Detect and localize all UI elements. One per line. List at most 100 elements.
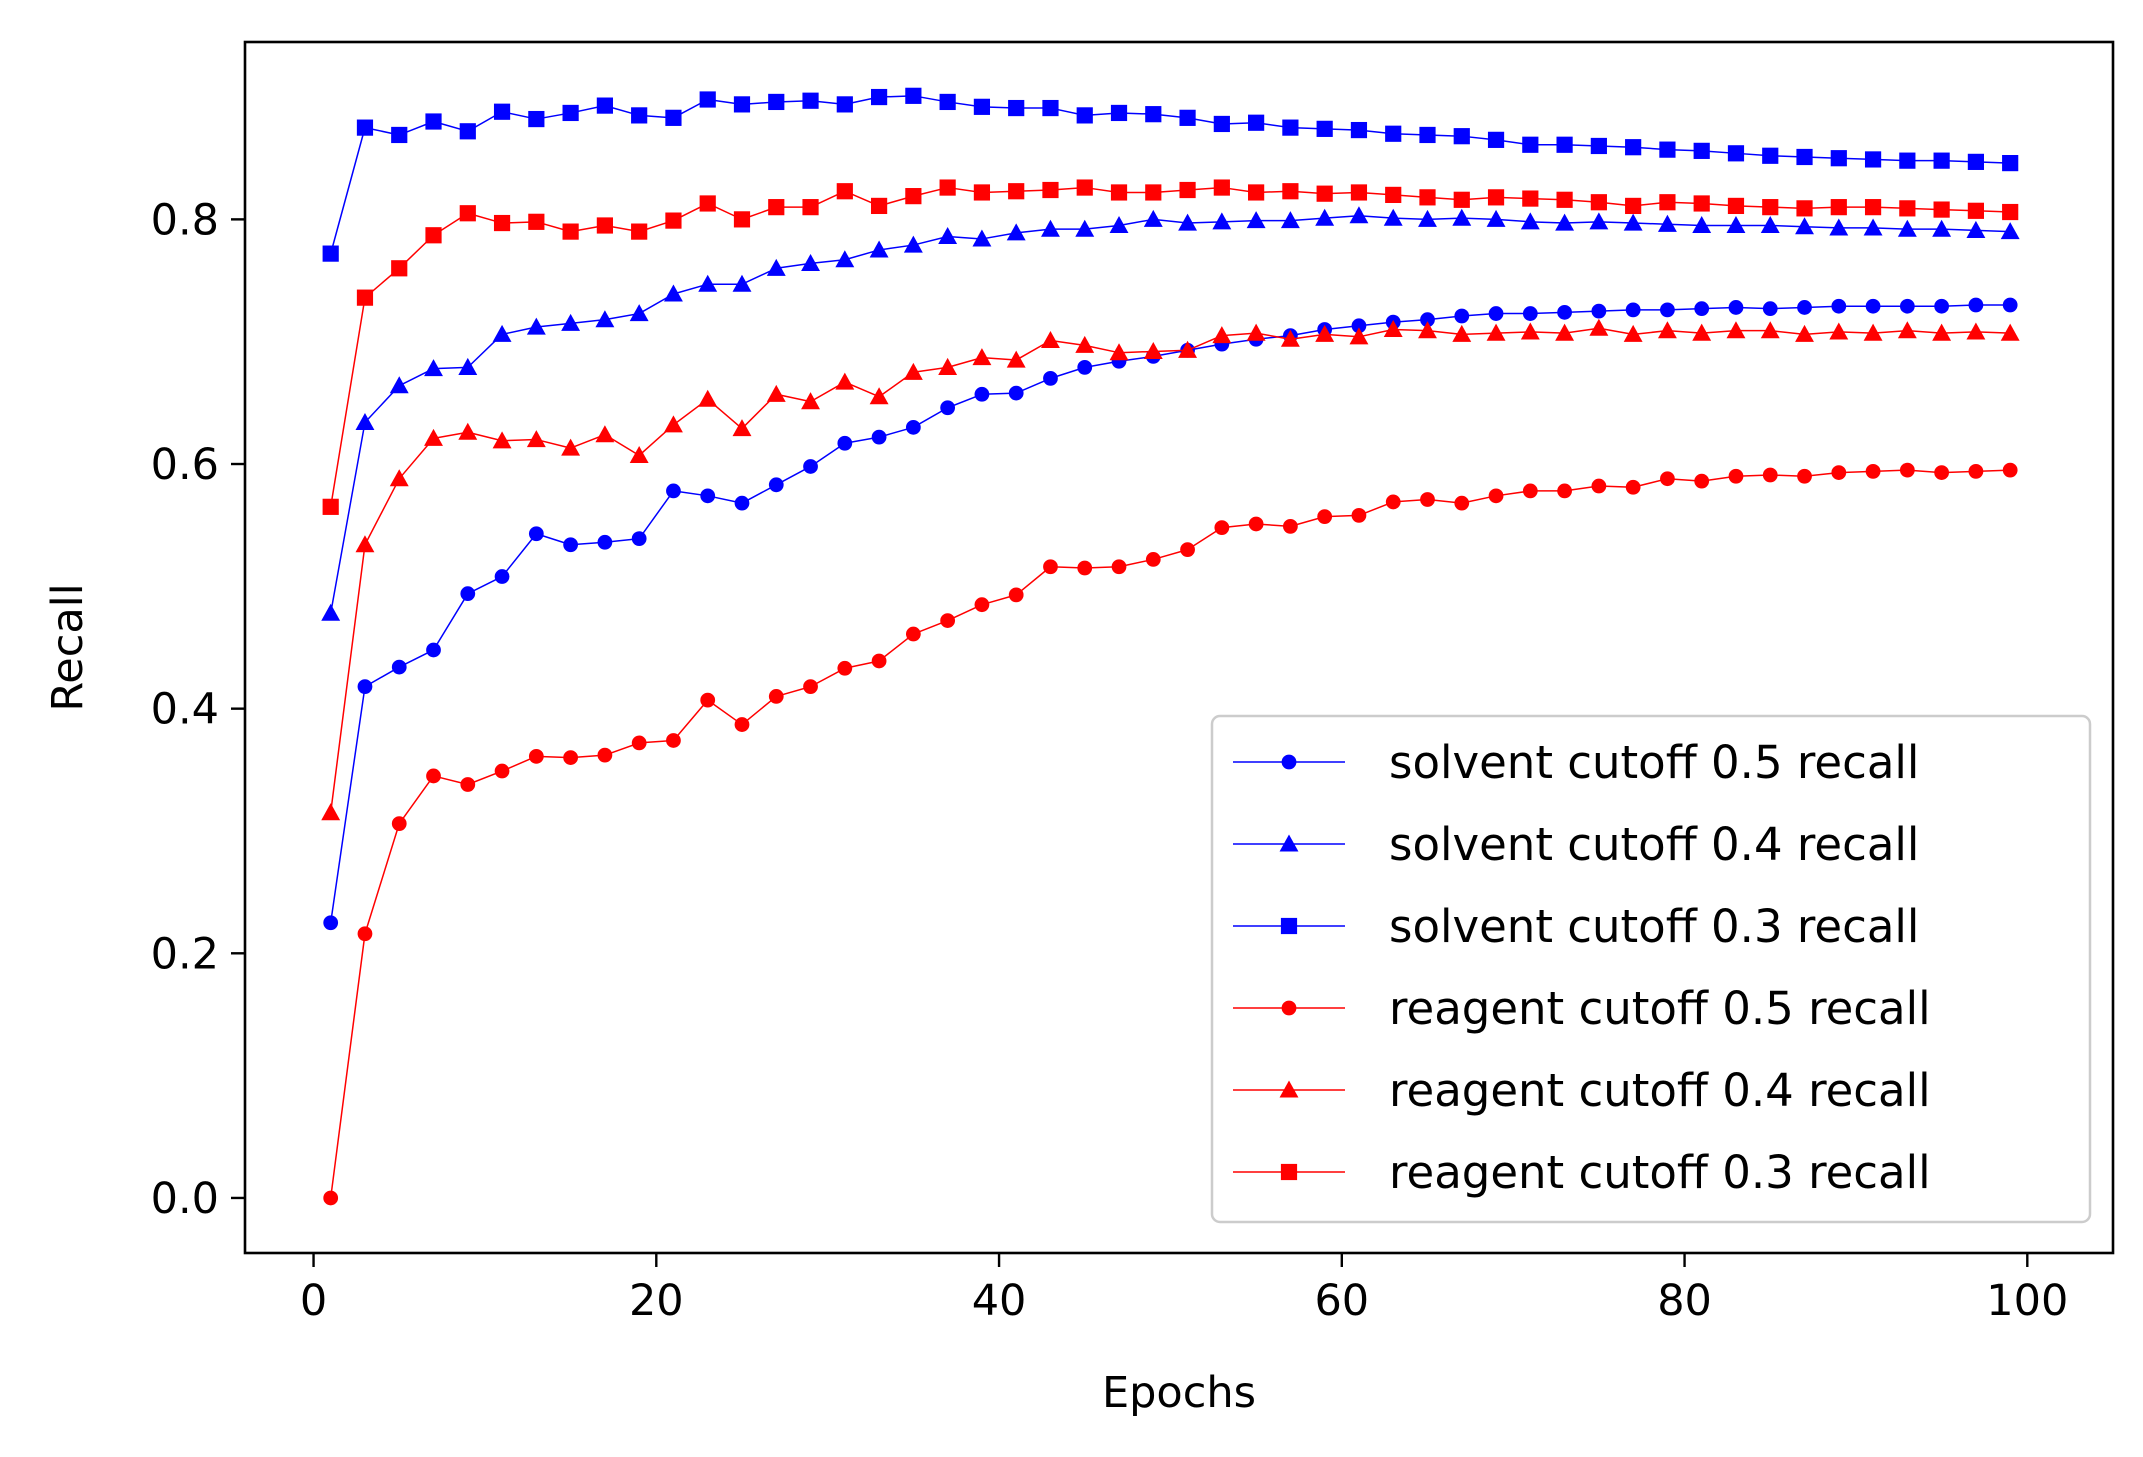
data-point: [665, 212, 682, 229]
data-point: [1625, 302, 1641, 318]
data-point: [698, 274, 718, 292]
data-point: [1660, 302, 1675, 318]
data-point: [391, 126, 408, 144]
data-point: [1385, 494, 1401, 510]
data-point: [905, 188, 922, 205]
series-6: [322, 179, 2019, 515]
series-1: [323, 297, 2018, 931]
data-point: [905, 626, 921, 642]
data-point: [1109, 216, 1129, 234]
data-point: [1728, 300, 1744, 315]
data-point: [1727, 145, 1745, 162]
data-point: [426, 768, 441, 784]
data-point: [1454, 495, 1470, 511]
data-point: [1727, 197, 1745, 215]
data-point: [766, 258, 786, 276]
legend-label: reagent cutoff 0.5 recall: [1389, 982, 1931, 1035]
series-layer: [321, 87, 2020, 1206]
data-point: [1214, 520, 1230, 536]
data-point: [1008, 587, 1024, 603]
data-point: [801, 392, 820, 410]
data-point: [1213, 115, 1230, 133]
data-point: [1899, 200, 1916, 217]
data-point: [1522, 136, 1539, 153]
data-point: [940, 613, 956, 628]
data-point: [1178, 340, 1198, 358]
legend-marker: [1281, 754, 1297, 770]
data-point: [2000, 222, 2020, 240]
data-point: [631, 223, 648, 240]
data-point: [665, 109, 682, 126]
data-point: [973, 184, 991, 201]
data-point: [1351, 318, 1367, 334]
data-point: [458, 357, 478, 375]
data-point: [1797, 300, 1812, 315]
data-point: [526, 430, 546, 448]
data-point: [801, 253, 820, 271]
data-point: [1660, 471, 1675, 487]
legend-item: solvent cutoff 0.4 recall: [1233, 818, 1919, 871]
data-point: [1692, 216, 1712, 234]
data-point: [835, 372, 855, 390]
data-point: [596, 217, 613, 234]
data-point: [1486, 209, 1506, 227]
legend-marker: [1279, 834, 1299, 852]
data-point: [1795, 324, 1814, 342]
data-point: [1420, 312, 1435, 328]
data-point: [323, 1190, 339, 1206]
legend-label: solvent cutoff 0.4 recall: [1389, 818, 1919, 871]
data-point: [1932, 219, 1952, 237]
data-point: [1316, 120, 1333, 137]
y-tick-label: 0.0: [151, 1174, 219, 1224]
data-point: [903, 235, 923, 253]
data-point: [355, 535, 375, 553]
data-point: [1077, 560, 1093, 576]
data-point: [974, 386, 990, 402]
data-point: [1041, 331, 1060, 349]
data-point: [492, 431, 512, 449]
data-point: [663, 415, 683, 433]
data-point: [597, 534, 613, 550]
data-point: [1591, 478, 1607, 494]
legend-marker: [1280, 1163, 1298, 1181]
data-point: [425, 113, 442, 130]
series-2: [321, 206, 2020, 621]
data-point: [391, 816, 407, 832]
data-point: [1454, 308, 1470, 324]
data-point: [1248, 516, 1264, 532]
data-point: [940, 400, 956, 416]
data-point: [1349, 327, 1369, 345]
data-point: [1452, 208, 1472, 226]
data-point: [699, 91, 716, 108]
data-point: [1008, 183, 1025, 200]
data-point: [459, 205, 476, 222]
data-point: [905, 87, 922, 104]
data-point: [1145, 552, 1161, 567]
data-point: [871, 429, 887, 445]
data-point: [528, 110, 545, 128]
data-point: [1488, 488, 1504, 504]
data-point: [1280, 329, 1300, 347]
data-point: [1693, 195, 1710, 212]
data-point: [629, 446, 649, 464]
data-point: [1760, 321, 1780, 339]
legend-marker: [1279, 1080, 1299, 1098]
data-point: [424, 359, 443, 377]
data-point: [631, 531, 647, 547]
legend-item: reagent cutoff 0.5 recall: [1233, 982, 1931, 1035]
data-point: [389, 376, 409, 394]
data-point: [1659, 194, 1676, 211]
data-point: [802, 92, 819, 109]
data-point: [1625, 139, 1642, 156]
data-point: [1899, 462, 1915, 478]
data-point: [1145, 106, 1162, 123]
data-point: [424, 428, 443, 446]
axes-frame: [243, 40, 2115, 1255]
legend-label: solvent cutoff 0.3 recall: [1389, 900, 1919, 953]
data-point: [1657, 321, 1677, 339]
data-point: [1591, 303, 1607, 319]
data-point: [1933, 152, 1950, 169]
data-point: [938, 227, 958, 245]
data-point: [1179, 181, 1196, 199]
data-point: [1110, 184, 1128, 201]
